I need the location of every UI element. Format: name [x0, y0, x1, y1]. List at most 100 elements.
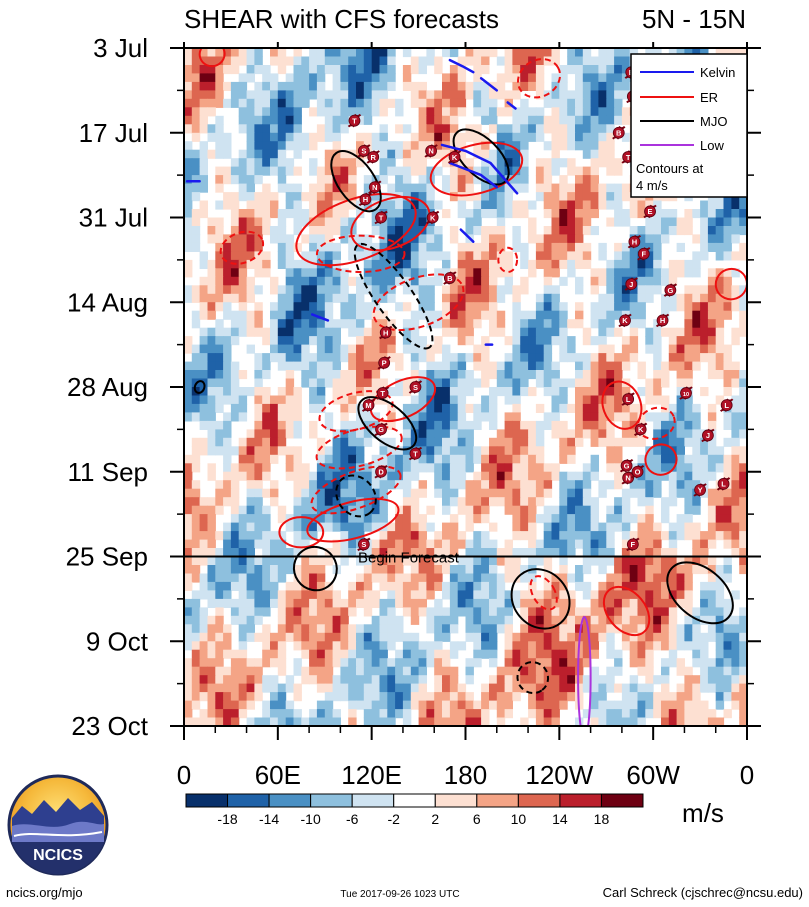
- field-cell: [294, 421, 302, 430]
- field-cell: [559, 116, 567, 125]
- field-cell: [630, 675, 638, 684]
- field-cell: [301, 82, 309, 91]
- field-cell: [684, 557, 692, 566]
- field-cell: [497, 624, 505, 633]
- field-cell: [231, 675, 239, 684]
- field-cell: [262, 607, 270, 616]
- field-cell: [684, 709, 692, 718]
- field-cell: [598, 684, 606, 693]
- field-cell: [716, 302, 724, 311]
- field-cell: [340, 345, 348, 354]
- field-cell: [512, 650, 520, 659]
- field-cell: [270, 421, 278, 430]
- field-cell: [434, 412, 442, 421]
- field-cell: [481, 472, 489, 481]
- field-cell: [520, 480, 528, 489]
- field-cell: [247, 167, 255, 176]
- field-cell: [614, 523, 622, 532]
- field-cell: [192, 599, 200, 608]
- field-cell: [442, 463, 450, 472]
- field-cell: [348, 684, 356, 693]
- field-cell: [254, 531, 262, 540]
- field-cell: [325, 243, 333, 252]
- field-cell: [184, 370, 192, 379]
- field-cell: [356, 311, 364, 320]
- field-cell: [552, 429, 560, 438]
- field-cell: [606, 82, 614, 91]
- field-cell: [411, 531, 419, 540]
- field-cell: [591, 353, 599, 362]
- field-cell: [262, 336, 270, 345]
- field-cell: [677, 404, 685, 413]
- field-cell: [552, 709, 560, 718]
- field-cell: [559, 472, 567, 481]
- field-cell: [215, 667, 223, 676]
- field-cell: [653, 557, 661, 566]
- field-cell: [692, 209, 700, 218]
- field-cell: [301, 463, 309, 472]
- field-cell: [731, 514, 739, 523]
- field-cell: [426, 582, 434, 591]
- field-cell: [559, 353, 567, 362]
- field-cell: [466, 633, 474, 642]
- field-cell: [395, 590, 403, 599]
- field-cell: [403, 701, 411, 710]
- field-cell: [426, 294, 434, 303]
- field-cell: [325, 658, 333, 667]
- field-cell: [231, 294, 239, 303]
- field-cell: [622, 438, 630, 447]
- field-cell: [387, 658, 395, 667]
- field-cell: [192, 218, 200, 227]
- field-cell: [231, 531, 239, 540]
- field-cell: [505, 624, 513, 633]
- field-cell: [653, 345, 661, 354]
- field-cell: [677, 345, 685, 354]
- field-cell: [231, 412, 239, 421]
- field-cell: [638, 438, 646, 447]
- field-cell: [481, 311, 489, 320]
- field-cell: [559, 514, 567, 523]
- footer-url: ncics.org/mjo: [6, 885, 83, 900]
- field-cell: [364, 590, 372, 599]
- field-cell: [387, 472, 395, 481]
- field-cell: [716, 701, 724, 710]
- field-cell: [536, 404, 544, 413]
- field-cell: [450, 624, 458, 633]
- field-cell: [278, 82, 286, 91]
- field-cell: [247, 277, 255, 286]
- field-cell: [317, 345, 325, 354]
- field-cell: [583, 582, 591, 591]
- field-cell: [552, 379, 560, 388]
- field-cell: [231, 446, 239, 455]
- field-cell: [434, 370, 442, 379]
- field-cell: [544, 175, 552, 184]
- field-cell: [442, 116, 450, 125]
- field-cell: [333, 285, 341, 294]
- field-cell: [442, 184, 450, 193]
- field-cell: [364, 574, 372, 583]
- field-cell: [575, 73, 583, 82]
- x-tick-label-1: 60E: [255, 760, 301, 790]
- field-cell: [411, 641, 419, 650]
- field-cell: [325, 133, 333, 142]
- field-cell: [450, 616, 458, 625]
- field-cell: [239, 285, 247, 294]
- field-cell: [333, 616, 341, 625]
- field-cell: [301, 311, 309, 320]
- field-cell: [677, 226, 685, 235]
- field-cell: [638, 641, 646, 650]
- field-cell: [598, 379, 606, 388]
- field-cell: [716, 370, 724, 379]
- field-cell: [716, 209, 724, 218]
- field-cell: [294, 218, 302, 227]
- field-cell: [724, 201, 732, 210]
- field-cell: [653, 624, 661, 633]
- field-cell: [223, 480, 231, 489]
- field-cell: [622, 497, 630, 506]
- field-cell: [692, 633, 700, 642]
- field-cell: [575, 90, 583, 99]
- field-cell: [684, 675, 692, 684]
- field-cell: [489, 311, 497, 320]
- field-cell: [278, 158, 286, 167]
- field-cell: [387, 684, 395, 693]
